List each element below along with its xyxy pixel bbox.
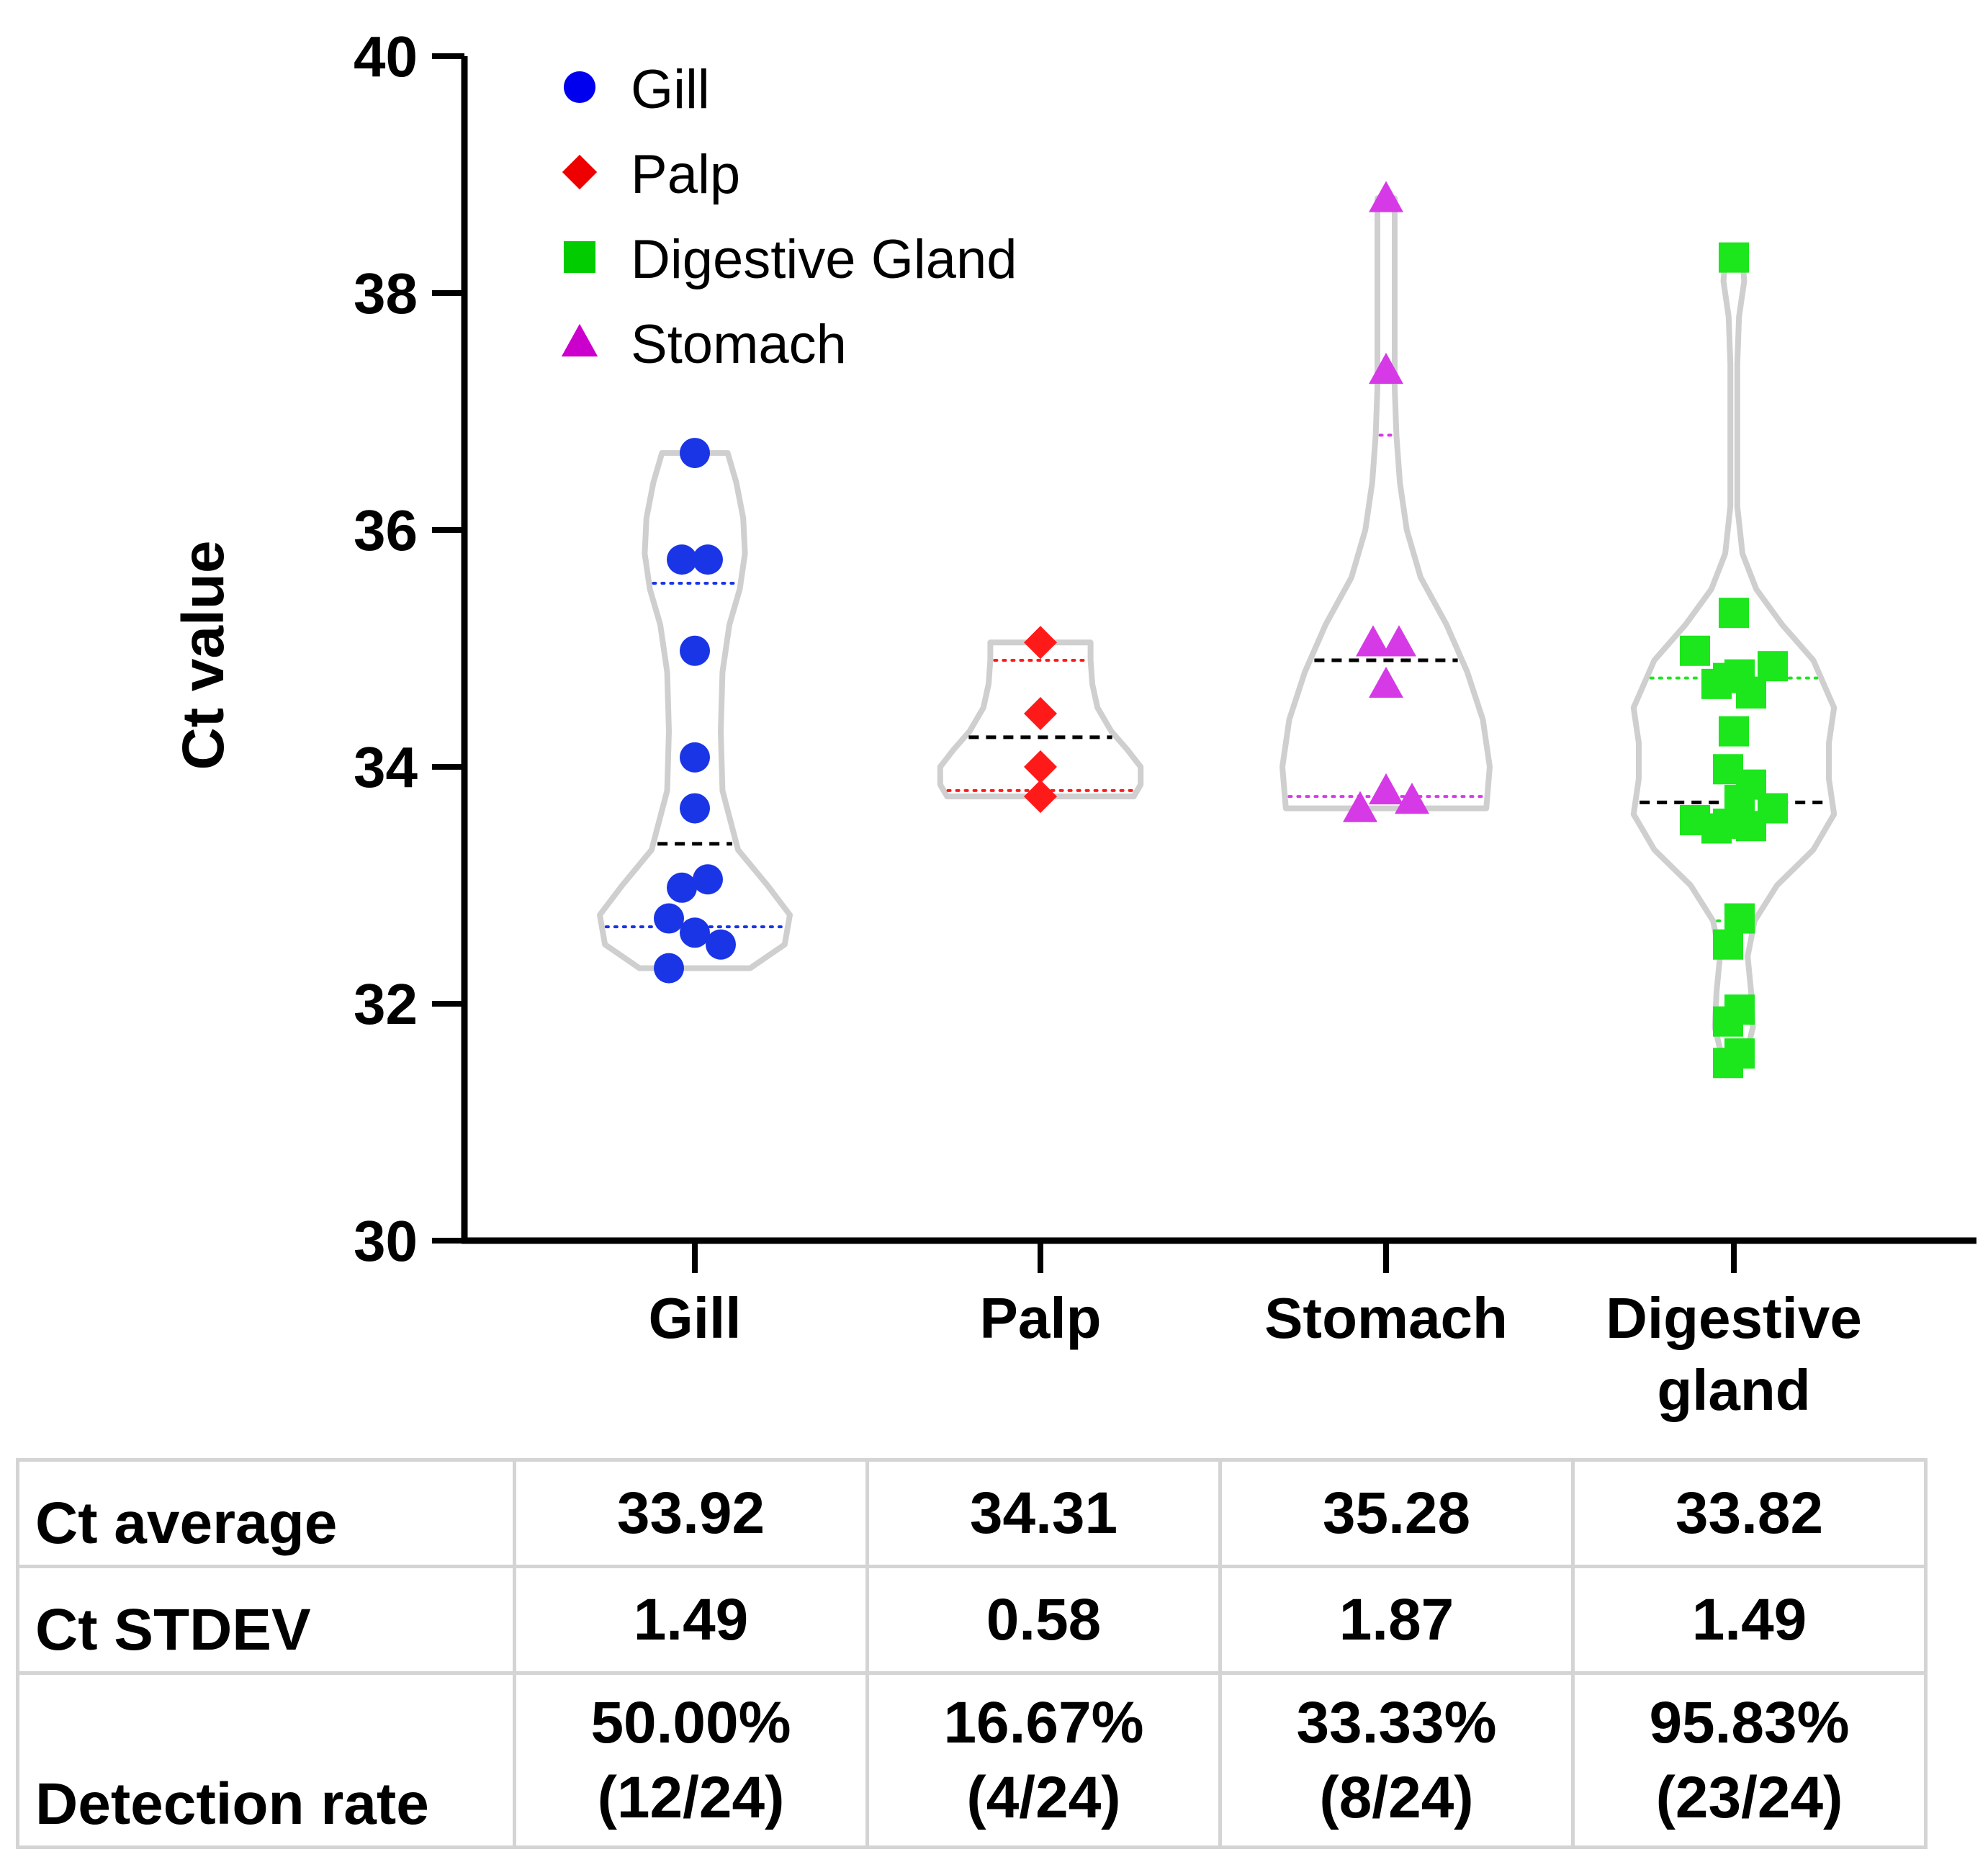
data-point	[706, 929, 736, 960]
data-point	[1719, 242, 1749, 273]
row-label: Detection rate	[16, 1671, 516, 1849]
legend-label: Gill	[631, 59, 710, 120]
data-point	[693, 544, 723, 575]
legend-marker-triangle	[561, 323, 598, 357]
y-tick-label: 34	[354, 735, 418, 799]
detection-count: (8/24)	[1319, 1764, 1474, 1830]
detection-percent: 95.83%	[1649, 1689, 1850, 1755]
data-point	[1713, 929, 1743, 960]
cell-value: 1.49	[513, 1565, 869, 1675]
cell-value: 34.31	[865, 1458, 1222, 1568]
x-tick-label-line: gland	[1657, 1358, 1810, 1422]
data-point	[1701, 668, 1732, 699]
data-point	[1719, 598, 1749, 629]
violin-chart: 30 32 34 36 38 40 Gill Palp Stomach Digestive gla…	[171, 24, 1976, 1422]
data-point	[1369, 181, 1403, 212]
data-point	[1736, 678, 1766, 709]
legend-label: Palp	[631, 144, 740, 205]
data-point	[1369, 773, 1403, 805]
axes	[461, 56, 1976, 1244]
x-tick-label: Palp	[980, 1286, 1102, 1350]
cell-value: 35.28	[1218, 1458, 1575, 1568]
legend-label: Stomach	[631, 314, 847, 375]
x-tick-label: Stomach	[1264, 1286, 1508, 1350]
cell-value: 33.92	[513, 1458, 869, 1568]
cell-value: 1.49	[1571, 1565, 1928, 1675]
legend-marker-diamond	[562, 154, 598, 190]
y-tick-label: 30	[354, 1209, 418, 1273]
detection-count: (4/24)	[966, 1764, 1121, 1830]
data-point	[1343, 791, 1377, 822]
cell-value: 50.00% (12/24)	[513, 1671, 869, 1849]
data-point	[1713, 1048, 1743, 1079]
cell-value: 33.82	[1571, 1458, 1928, 1568]
legend-marker-circle	[563, 71, 596, 104]
data-point	[1701, 813, 1732, 844]
y-ticks: 30 32 34 36 38 40	[354, 24, 464, 1273]
detection-count: (12/24)	[597, 1764, 785, 1830]
cell-value: 16.67% (4/24)	[865, 1671, 1222, 1849]
legend-label: Digestive Gland	[631, 229, 1017, 290]
x-tick-label-line: Digestive	[1606, 1286, 1862, 1350]
violin-palp	[937, 639, 1144, 800]
cell-value: 95.83% (23/24)	[1571, 1671, 1928, 1849]
legend: Gill Palp Digestive Gland Stomach	[561, 59, 1017, 375]
data-points	[654, 181, 1788, 1079]
data-point	[1713, 1006, 1743, 1037]
data-point	[1369, 352, 1403, 385]
x-tick-label: Digestive gland	[1606, 1286, 1862, 1422]
y-axis-label: Ct value	[171, 541, 236, 770]
data-point	[1024, 696, 1057, 730]
violin-stomach	[1279, 195, 1493, 811]
legend-marker-square	[563, 240, 596, 274]
detection-percent: 50.00%	[590, 1689, 791, 1755]
data-point	[1680, 635, 1710, 666]
y-tick-label: 40	[354, 24, 418, 89]
detection-percent: 33.33%	[1296, 1689, 1497, 1755]
y-tick-label: 38	[354, 261, 418, 325]
row-label: Ct average	[16, 1458, 516, 1568]
cell-value: 33.33% (8/24)	[1218, 1671, 1575, 1849]
data-point	[680, 635, 710, 666]
data-point	[1395, 783, 1429, 814]
data-point	[1382, 625, 1416, 657]
data-point	[1356, 625, 1390, 657]
table-row-detection-rate: Detection rate 50.00% (12/24) 16.67% (4/24…	[16, 1671, 1928, 1849]
detection-percent: 16.67%	[943, 1689, 1144, 1755]
cell-value: 0.58	[865, 1565, 1222, 1675]
data-point	[1024, 780, 1057, 814]
table-row-ct-average: Ct average 33.92 34.31 35.28 33.82	[16, 1458, 1928, 1568]
data-point	[1724, 903, 1755, 934]
data-point	[667, 544, 697, 575]
detection-count: (23/24)	[1655, 1764, 1843, 1830]
violin-gill	[597, 450, 793, 971]
data-point	[693, 864, 723, 895]
cell-value: 1.87	[1218, 1565, 1575, 1675]
data-point	[654, 903, 684, 934]
data-point	[654, 953, 684, 984]
data-point	[1758, 651, 1788, 682]
x-tick-label: Gill	[649, 1286, 742, 1350]
data-point	[1024, 750, 1057, 783]
data-point	[680, 917, 710, 948]
stats-table: Ct average 33.92 34.31 35.28 33.82 Ct ST…	[16, 1458, 1928, 1849]
data-point	[680, 438, 710, 469]
y-tick-label: 36	[354, 498, 418, 562]
data-point	[1369, 666, 1403, 698]
data-point	[680, 742, 710, 773]
data-point	[1719, 716, 1749, 747]
row-label: Ct STDEV	[16, 1565, 516, 1675]
data-point	[680, 793, 710, 824]
table-row-ct-stdev: Ct STDEV 1.49 0.58 1.87 1.49	[16, 1565, 1928, 1675]
data-point	[1736, 811, 1766, 842]
y-tick-label: 32	[354, 972, 418, 1036]
data-point	[1024, 626, 1057, 660]
data-point	[667, 872, 697, 903]
x-ticks: Gill Palp Stomach Digestive gland	[649, 1241, 1862, 1422]
